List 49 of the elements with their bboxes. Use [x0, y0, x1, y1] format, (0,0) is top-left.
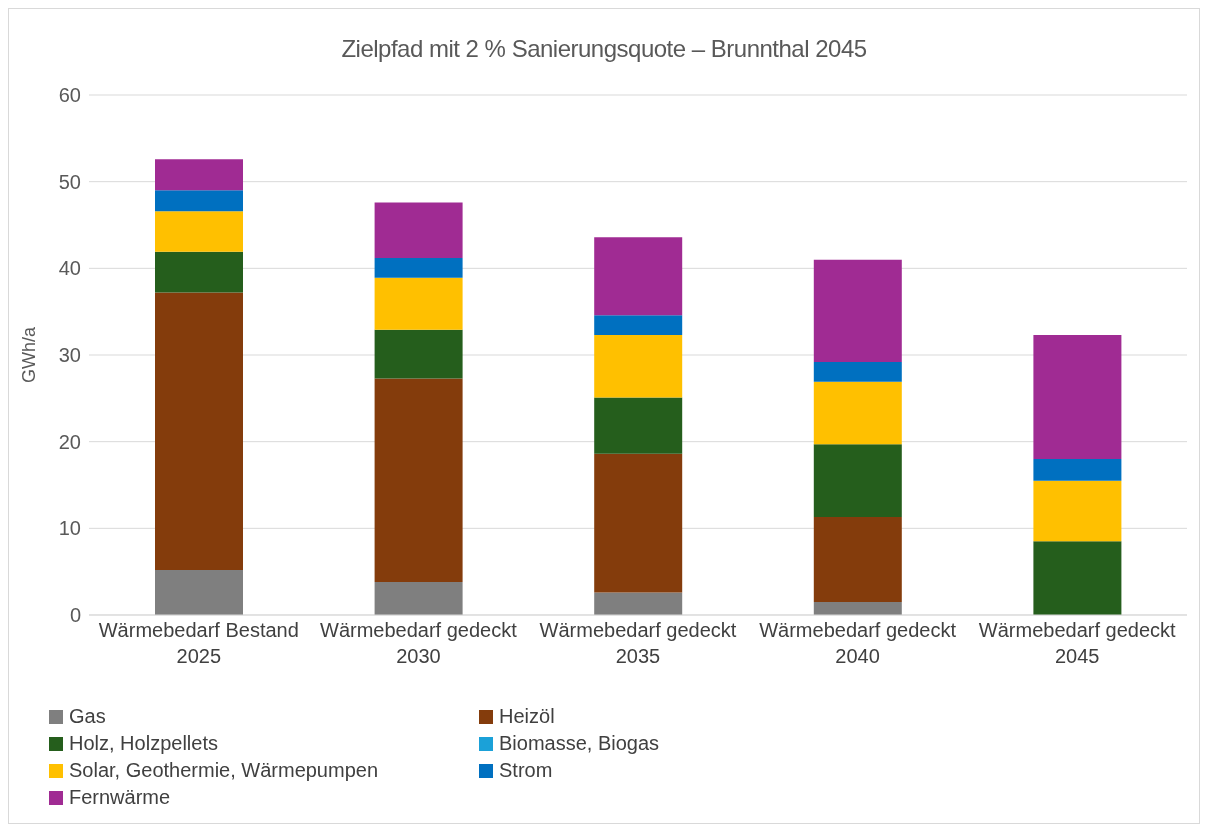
y-tick-label: 20 — [58, 430, 81, 453]
y-tick-label: 60 — [58, 84, 81, 107]
bar — [594, 397, 683, 454]
legend-label: Heizöl — [499, 705, 555, 728]
bar — [813, 517, 902, 602]
bar — [374, 257, 463, 278]
legend-label: Strom — [499, 759, 553, 782]
y-tick-label: 10 — [58, 517, 81, 540]
bar — [1033, 335, 1122, 459]
y-tick-label: 40 — [58, 257, 81, 280]
bar — [594, 592, 683, 615]
bar — [155, 251, 243, 293]
bar — [813, 602, 902, 615]
bar — [374, 329, 463, 379]
bar — [594, 237, 683, 316]
bar — [813, 259, 902, 362]
bar — [155, 190, 243, 212]
x-tick-label: Wärmebedarf Bestand 2025 — [98, 619, 299, 667]
x-tick-label: Wärmebedarf gedeckt 2040 — [759, 619, 957, 667]
bar — [374, 277, 463, 330]
bar — [1033, 480, 1122, 542]
legend-label: Solar, Geothermie, Wärmepumpen — [69, 759, 379, 782]
bar — [374, 202, 463, 258]
x-tick-label: Wärmebedarf gedeckt 2030 — [320, 619, 518, 667]
bar — [155, 569, 243, 615]
y-tick-label: 50 — [58, 170, 81, 193]
legend-label: Fernwärme — [69, 786, 171, 809]
legend-label: Holz, Holzpellets — [69, 732, 218, 755]
bar — [374, 378, 463, 583]
legend-label: Biomasse, Biogas — [499, 732, 660, 755]
bar — [594, 335, 683, 398]
x-tick-label: Wärmebedarf gedeckt 2045 — [978, 619, 1177, 667]
y-tick-label: 0 — [69, 604, 81, 627]
bar — [155, 292, 243, 570]
bar — [813, 444, 902, 518]
bar — [594, 453, 683, 593]
bar — [813, 361, 902, 382]
bar — [813, 381, 902, 445]
bar — [1033, 541, 1122, 615]
bar — [594, 315, 683, 336]
bar — [155, 211, 243, 252]
bar — [1033, 459, 1122, 481]
bar — [155, 159, 243, 191]
x-tick-label: Wärmebedarf gedeckt 2035 — [539, 619, 737, 667]
y-axis-title: GWh/a — [19, 326, 40, 384]
chart-title: Zielpfad mit 2 % Sanierungsquote – Brunnthal 2045 — [340, 35, 868, 64]
bar — [374, 582, 463, 615]
legend-label: Gas — [69, 705, 106, 728]
y-tick-label: 30 — [58, 344, 81, 367]
